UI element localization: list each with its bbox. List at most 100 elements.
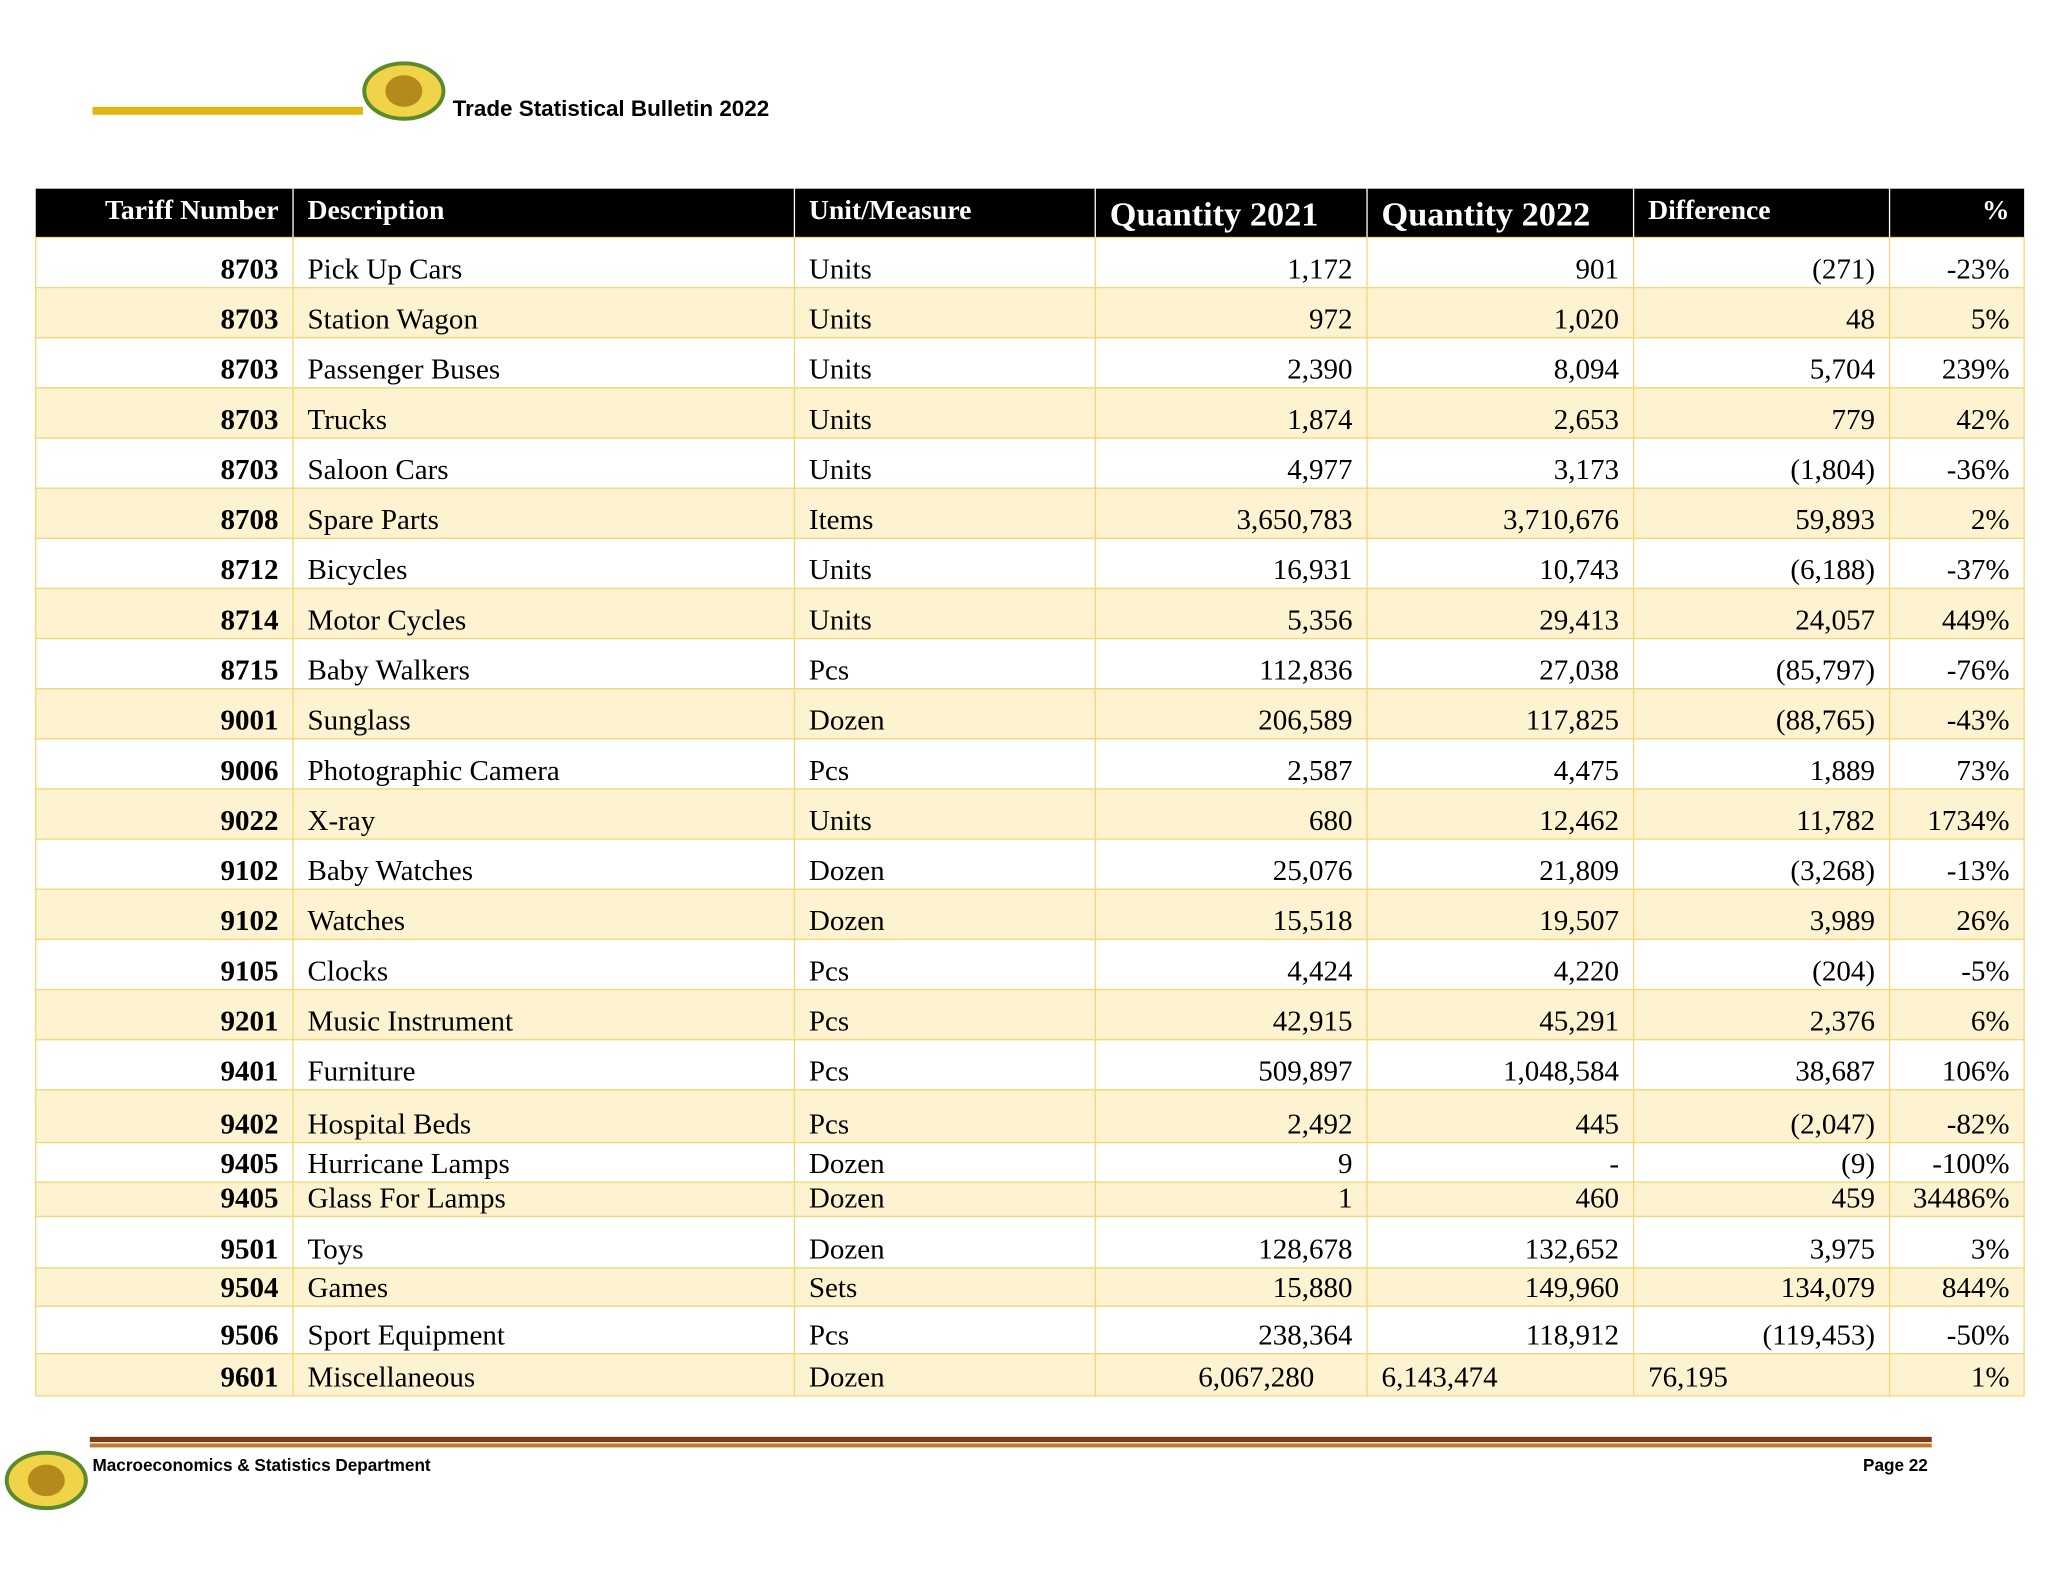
table-cell: Units <box>809 604 872 636</box>
table-cell: 26% <box>1956 905 2009 937</box>
table-cell: 239% <box>1942 354 2010 386</box>
table-cell: 42,915 <box>1273 1005 1353 1037</box>
table-cell: 48 <box>1846 304 1875 336</box>
table-cell: Photographic Camera <box>308 755 560 787</box>
table-cell: 21,809 <box>1539 855 1619 887</box>
table-row <box>35 387 2025 439</box>
table-cell: 1,048,584 <box>1503 1056 1620 1088</box>
table-cell: 6,067,280 <box>1198 1362 1314 1394</box>
table-cell: Pcs <box>809 655 849 687</box>
table-cell: -100% <box>1932 1148 2009 1180</box>
table-cell: Units <box>809 304 872 336</box>
table-cell: 844% <box>1942 1272 2010 1304</box>
table-cell: 106% <box>1942 1056 2010 1088</box>
table: Tariff Number Description Unit/Measure Quan… <box>35 188 2025 1397</box>
table-row <box>35 1039 2025 1091</box>
table-cell: Dozen <box>809 1148 885 1180</box>
table-cell: Pcs <box>809 1005 849 1037</box>
column-header: Quantity 2022 <box>1382 196 1591 234</box>
table-cell: Units <box>809 354 872 386</box>
table-cell: 4,424 <box>1287 955 1353 987</box>
table-cell: (9) <box>1841 1148 1875 1180</box>
column-header: Difference <box>1648 194 1770 225</box>
table-cell: 15,880 <box>1273 1272 1353 1304</box>
table-cell: (88,765) <box>1776 705 1875 737</box>
table-cell: 680 <box>1309 805 1353 837</box>
table-cell: Pcs <box>809 1056 849 1088</box>
table-row <box>35 286 2025 339</box>
table-cell: 238,364 <box>1258 1320 1353 1352</box>
table-cell: 1,874 <box>1287 404 1353 436</box>
column-header: Unit/Measure <box>809 194 972 225</box>
table-cell: 42% <box>1956 404 2009 436</box>
table-cell: Dozen <box>809 1362 885 1394</box>
table-row <box>35 1181 2025 1218</box>
table-cell: 3% <box>1971 1234 2010 1266</box>
table-cell: 134,079 <box>1781 1272 1875 1304</box>
table-cell: Units <box>809 404 872 436</box>
table-cell: 3,975 <box>1810 1234 1875 1266</box>
table-cell: 19,507 <box>1539 905 1619 937</box>
table-cell: Sets <box>809 1272 857 1304</box>
table-cell: Pcs <box>809 1108 849 1140</box>
header-title: Trade Statistical Bulletin 2022 <box>453 96 770 121</box>
table-cell: 8708 <box>220 504 278 536</box>
column-header: Quantity 2021 <box>1110 196 1319 234</box>
column-header: % <box>1982 194 2010 225</box>
table-cell: 509,897 <box>1258 1056 1352 1088</box>
table-row <box>35 688 2025 740</box>
table-cell: Toys <box>308 1234 364 1266</box>
table-row <box>35 1267 2025 1307</box>
table-cell: Games <box>308 1272 389 1304</box>
table-cell: (119,453) <box>1762 1320 1875 1352</box>
table-cell: (85,797) <box>1776 655 1875 687</box>
table-cell: 445 <box>1576 1108 1620 1140</box>
table-cell: (2,047) <box>1790 1108 1875 1140</box>
table-cell: 8703 <box>220 253 278 285</box>
table-cell: 9022 <box>220 805 278 837</box>
table-cell: 9105 <box>220 955 278 987</box>
table-cell: Music Instrument <box>308 1005 514 1037</box>
table-cell: 9102 <box>220 855 278 887</box>
footer-rule <box>89 1436 1932 1443</box>
table-cell: Motor Cycles <box>308 604 467 636</box>
table-cell: 12,462 <box>1539 805 1619 837</box>
table-cell: - <box>1609 1148 1619 1180</box>
table-cell: Watches <box>308 905 406 937</box>
table-cell: Trucks <box>308 404 388 436</box>
table-cell: -82% <box>1947 1108 2010 1140</box>
table-cell: 76,195 <box>1648 1362 1728 1394</box>
table-cell: Glass For Lamps <box>308 1182 506 1214</box>
table-cell: Dozen <box>809 1182 885 1214</box>
table-cell: 9102 <box>220 905 278 937</box>
table-cell: 8714 <box>220 604 278 636</box>
table-row <box>35 788 2025 840</box>
table-cell: -23% <box>1947 253 2010 285</box>
table-row <box>35 236 2025 289</box>
table-cell: Dozen <box>809 705 885 737</box>
table-row <box>35 1305 2025 1355</box>
table-cell: 15,518 <box>1273 905 1353 937</box>
table-cell: 3,989 <box>1810 905 1875 937</box>
table-cell: Passenger Buses <box>308 354 501 386</box>
table-cell: (271) <box>1812 253 1875 285</box>
header-row <box>35 188 2025 238</box>
table-cell: Sunglass <box>308 705 411 737</box>
footer-page: Page 22 <box>1863 1455 1928 1475</box>
table-cell: 117,825 <box>1526 705 1619 737</box>
table-cell: -43% <box>1947 705 2010 737</box>
table-cell: 2,376 <box>1810 1005 1875 1037</box>
table-cell: 8712 <box>220 554 278 586</box>
table-cell: 1,172 <box>1287 253 1352 285</box>
table-cell: 24,057 <box>1795 604 1875 636</box>
table-cell: Baby Walkers <box>308 655 470 687</box>
table-cell: 9405 <box>220 1148 278 1180</box>
table-cell: 2,390 <box>1287 354 1352 386</box>
table-cell: Items <box>809 504 873 536</box>
header-bar <box>92 106 363 115</box>
table-cell: -5% <box>1961 955 2009 987</box>
table-cell: 8703 <box>220 404 278 436</box>
footer-department: Macroeconomics & Statistics Department <box>92 1455 430 1475</box>
